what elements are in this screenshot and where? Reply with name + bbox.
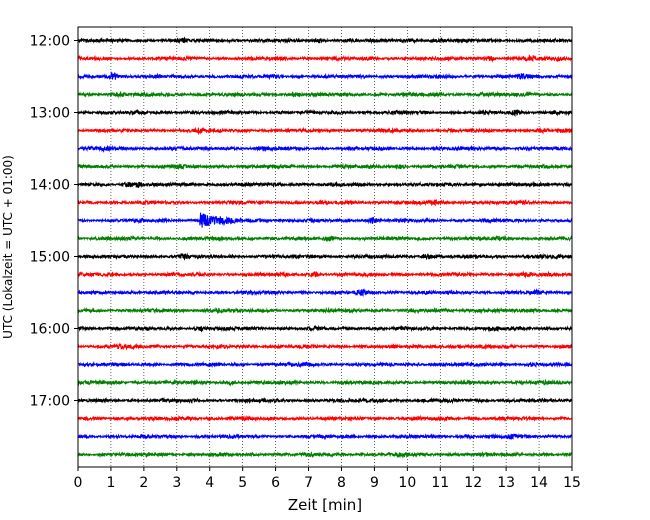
x-tick-label: 8 (337, 475, 346, 491)
y-tick-label: 17:00 (30, 394, 70, 410)
seismic-trace (77, 198, 573, 207)
seismic-trace (77, 432, 573, 441)
seismic-trace (77, 36, 573, 45)
seismic-trace (77, 234, 573, 243)
x-axis-ticks: 0 1 2 3 4 5 6 7 8 9 10 11 12 13 14 15 (74, 467, 581, 491)
x-axis-label: Zeit [min] (288, 496, 362, 514)
x-tick-label: 1 (106, 475, 115, 491)
seismic-trace (77, 90, 573, 99)
plot-background (78, 27, 572, 467)
seismic-trace (77, 252, 573, 262)
x-tick-label: 4 (205, 475, 214, 491)
seismic-trace (77, 162, 573, 171)
seismic-trace (77, 180, 573, 188)
seismic-trace (77, 342, 573, 351)
seismic-trace (77, 53, 573, 63)
seismic-trace (77, 414, 573, 423)
x-tick-label: 7 (304, 475, 313, 491)
x-tick-label: 11 (431, 475, 449, 491)
y-tick-label: 14:00 (30, 178, 70, 194)
x-tick-label: 0 (74, 475, 83, 491)
plot-frame (77, 26, 573, 468)
seismic-trace (77, 378, 573, 387)
x-tick-label: 2 (139, 475, 148, 491)
seismic-traces (77, 36, 573, 459)
x-tick-label: 10 (398, 475, 416, 491)
y-axis-label: UTC (Lokalzeit = UTC + 01:00) (1, 155, 15, 339)
y-axis-ticks: 12:00 13:00 14:00 15:00 16:00 17:00 (30, 34, 78, 410)
seismic-trace (77, 396, 573, 405)
seismic-trace (77, 324, 573, 333)
y-tick-label: 12:00 (30, 34, 70, 50)
x-tick-label: 3 (172, 475, 181, 491)
y-tick-label: 15:00 (30, 250, 70, 266)
seismic-trace (77, 306, 573, 315)
x-tick-label: 12 (464, 475, 482, 491)
seismic-trace (77, 108, 573, 118)
x-tick-label: 13 (497, 475, 515, 491)
x-tick-label: 9 (370, 475, 379, 491)
seismic-trace (77, 360, 573, 369)
seismic-trace (77, 144, 573, 153)
y-tick-label: 16:00 (30, 322, 70, 338)
seismic-trace (77, 288, 573, 297)
grid-lines (110, 27, 540, 467)
x-tick-label: 14 (530, 475, 548, 491)
x-tick-label: 5 (238, 475, 247, 491)
seismic-trace (77, 451, 573, 459)
seismic-trace (77, 126, 573, 136)
seismic-trace (77, 71, 573, 81)
x-tick-label: 6 (271, 475, 280, 491)
y-tick-label: 13:00 (30, 106, 70, 122)
seismic-trace (77, 270, 573, 279)
x-tick-label: 15 (563, 475, 581, 491)
seismic-trace (77, 212, 573, 228)
